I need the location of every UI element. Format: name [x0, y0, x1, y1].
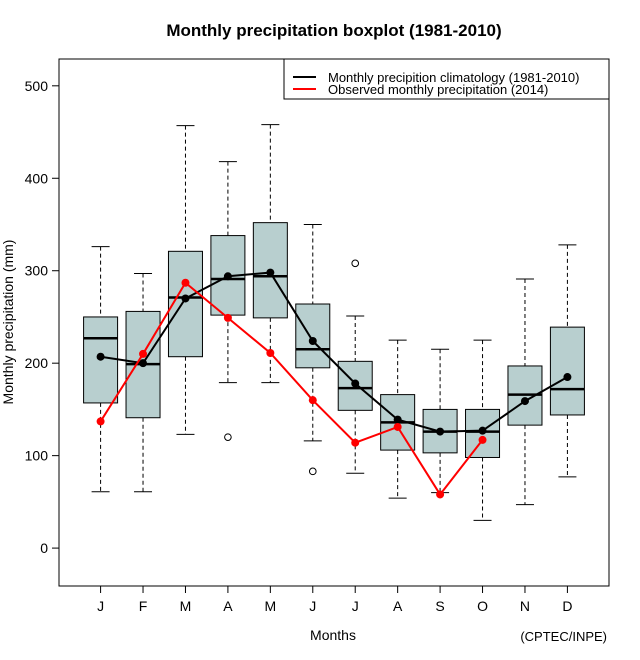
y-tick-label: 300 — [25, 263, 49, 279]
x-tick-label: A — [393, 598, 403, 614]
series-point — [393, 415, 402, 424]
x-tick-label: M — [180, 598, 192, 614]
series-lines — [96, 268, 572, 499]
legend-label-climatology: Monthly precipition climatology (1981-20… — [328, 70, 579, 85]
x-tick-label: F — [139, 598, 148, 614]
credit-text: (CPTEC/INPE) — [520, 629, 607, 644]
box-10 — [507, 278, 543, 506]
x-tick-label: J — [352, 598, 359, 614]
series-point — [96, 352, 105, 361]
x-axis-label: Months — [310, 627, 356, 643]
series-line — [99, 281, 484, 497]
series-point — [436, 490, 445, 499]
y-axis: 0 100 200 300 400 500 — [25, 78, 59, 556]
series-point — [181, 294, 190, 303]
x-tick-label: N — [520, 598, 530, 614]
y-tick-label: 500 — [25, 78, 49, 94]
series-point — [436, 427, 445, 436]
series-point — [520, 397, 529, 406]
series-point — [96, 417, 105, 426]
boxes — [83, 124, 585, 521]
iqr-box — [549, 326, 585, 416]
legend: Monthly precipition climatology (1981-20… — [283, 58, 610, 100]
y-tick-label: 400 — [25, 170, 49, 186]
box-0 — [83, 246, 119, 493]
box-1 — [125, 272, 161, 493]
legend-box — [283, 58, 610, 100]
box-9 — [465, 339, 501, 521]
series-line — [100, 271, 568, 433]
x-tick-label: S — [435, 598, 444, 614]
outlier-point — [308, 467, 317, 476]
outlier-point — [351, 259, 360, 268]
x-tick-label: M — [265, 598, 277, 614]
x-tick-label: A — [223, 598, 233, 614]
iqr-box — [167, 250, 203, 358]
series-point — [308, 396, 317, 405]
series-point — [308, 336, 317, 345]
box-3 — [210, 161, 246, 441]
y-tick-label: 200 — [25, 355, 49, 371]
y-axis-label: Monthly precipitation (mm) — [0, 240, 16, 405]
x-tick-label: D — [562, 598, 572, 614]
x-tick-label: J — [309, 598, 316, 614]
series-point — [266, 349, 275, 358]
series-0 — [96, 268, 572, 436]
series-point — [478, 435, 487, 444]
legend-label-observed: Observed monthly precipitation (2014) — [328, 82, 548, 97]
x-tick-label: J — [97, 598, 104, 614]
series-point — [139, 359, 148, 368]
series-point — [478, 426, 487, 435]
series-point — [181, 278, 190, 287]
box-5 — [295, 223, 331, 476]
series-point — [393, 422, 402, 431]
series-point — [351, 379, 360, 388]
y-tick-label: 100 — [25, 448, 49, 464]
y-tick-label: 0 — [40, 540, 48, 556]
box-8 — [422, 348, 458, 494]
outlier-point — [224, 433, 232, 441]
box-11 — [549, 244, 585, 478]
series-point — [223, 313, 232, 322]
series-point — [266, 268, 275, 277]
series-point — [563, 373, 572, 382]
series-point — [351, 438, 360, 447]
iqr-box — [295, 303, 331, 369]
series-point — [223, 272, 232, 281]
series-point — [139, 349, 148, 358]
series-1 — [96, 278, 487, 499]
x-tick-label: O — [477, 598, 488, 614]
chart-title: Monthly precipitation boxplot (1981-2010… — [166, 21, 501, 40]
